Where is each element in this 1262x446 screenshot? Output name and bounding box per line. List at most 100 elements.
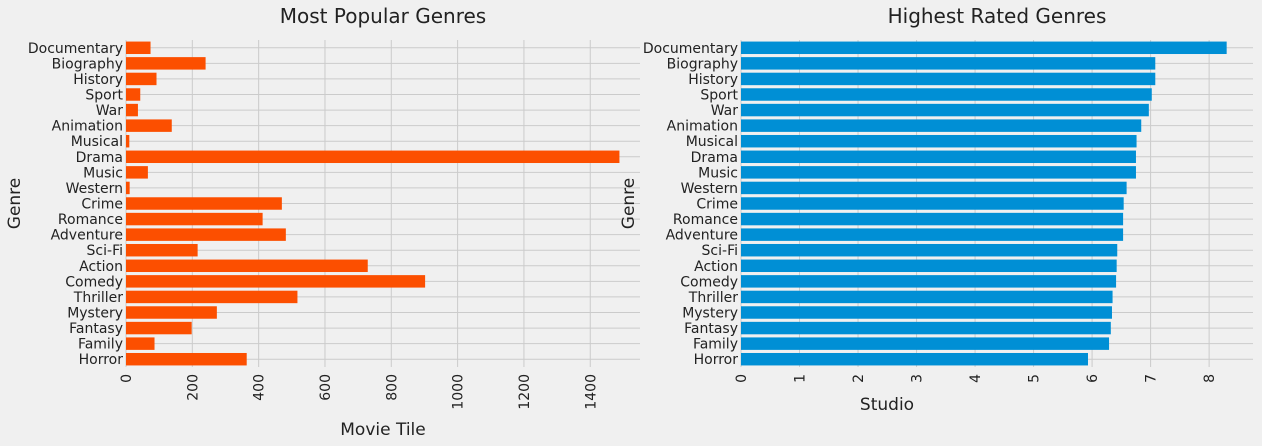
bar-sport [126, 88, 141, 101]
bar-drama [741, 150, 1136, 164]
y-tick-label: Musical [71, 134, 123, 150]
y-tick-label: Comedy [680, 274, 738, 290]
bar-sci-fi [126, 243, 198, 257]
y-tick-label: History [688, 72, 738, 88]
x-tick-label: 0 [734, 374, 750, 383]
y-tick-label: Action [694, 259, 738, 275]
bar-history [741, 72, 1156, 86]
x-tick-label: 4 [968, 374, 984, 383]
y-tick-label: Documentary [28, 41, 123, 57]
y-tick-label: War [96, 103, 124, 119]
bar-romance [741, 212, 1124, 226]
bar-mystery [126, 306, 217, 319]
bar-history [126, 72, 157, 86]
y-tick-label: Sport [700, 88, 738, 104]
y-tick-label: Western [66, 181, 123, 197]
bar-war [741, 103, 1149, 117]
y-tick-label: Horror [79, 352, 124, 368]
y-tick-label: Mystery [67, 306, 123, 322]
y-tick-label: Music [698, 165, 738, 181]
bar-adventure [741, 228, 1124, 241]
y-tick-label: Horror [694, 352, 739, 368]
bar-family [741, 337, 1110, 350]
y-tick-label: Adventure [51, 228, 123, 244]
y-tick-label: Romance [673, 212, 738, 228]
bar-music [126, 166, 148, 179]
bar-action [126, 259, 368, 273]
x-tick-label: 800 [384, 374, 400, 401]
y-tick-label: Action [79, 259, 123, 275]
chart-title: Highest Rated Genres [888, 4, 1107, 28]
y-tick-label: War [711, 103, 739, 119]
y-axis-label: Genre [5, 178, 25, 229]
bar-musical [741, 134, 1137, 148]
bar-thriller [741, 290, 1113, 304]
bar-western [126, 181, 130, 195]
chart-title: Most Popular Genres [280, 4, 486, 28]
y-tick-label: Biography [667, 56, 738, 72]
bar-sci-fi [741, 243, 1118, 257]
bar-music [741, 166, 1136, 179]
bar-animation [741, 119, 1142, 132]
x-tick-label: 8 [1202, 374, 1218, 383]
bar-horror [126, 352, 247, 366]
x-tick-label: 1000 [451, 374, 467, 410]
bar-animation [126, 119, 172, 132]
y-tick-label: Animation [667, 119, 738, 135]
y-tick-label: Musical [686, 134, 738, 150]
bar-mystery [741, 306, 1112, 319]
bar-crime [126, 197, 282, 210]
x-tick-label: 6 [1085, 374, 1101, 383]
x-tick-label: 200 [185, 374, 201, 401]
bar-comedy [741, 275, 1117, 288]
bar-biography [126, 57, 206, 70]
y-tick-label: Western [681, 181, 738, 197]
bar-family [126, 337, 155, 350]
y-tick-label: Adventure [666, 228, 738, 244]
bar-drama [126, 150, 620, 164]
bar-fantasy [741, 321, 1111, 335]
y-tick-label: Sci-Fi [702, 243, 738, 259]
y-tick-label: Thriller [73, 290, 123, 306]
bar-romance [126, 212, 263, 226]
y-tick-label: Crime [81, 197, 123, 213]
x-tick-label: 1200 [517, 374, 533, 410]
bar-action [741, 259, 1117, 273]
bar-crime [741, 197, 1124, 210]
x-tick-label: 1 [793, 374, 809, 383]
x-tick-label: 1400 [583, 374, 599, 410]
y-tick-label: Family [78, 337, 123, 353]
y-tick-label: Fantasy [69, 321, 123, 337]
x-axis-label: Studio [860, 395, 914, 415]
y-tick-label: Music [83, 165, 123, 181]
y-tick-label: Family [693, 337, 738, 353]
y-tick-label: Mystery [682, 306, 738, 322]
y-tick-label: Thriller [688, 290, 738, 306]
bar-documentary [126, 41, 151, 55]
x-tick-label: 0 [119, 374, 135, 383]
x-tick-label: 3 [910, 374, 926, 383]
x-tick-label: 5 [1027, 374, 1043, 383]
y-tick-label: Sci-Fi [87, 243, 123, 259]
y-tick-label: Drama [76, 150, 123, 166]
y-tick-label: Animation [52, 119, 123, 135]
y-tick-label: Romance [58, 212, 123, 228]
y-axis-label: Genre [619, 178, 639, 229]
bar-musical [126, 134, 130, 148]
bar-war [126, 103, 138, 117]
x-tick-label: 7 [1144, 374, 1160, 383]
bar-fantasy [126, 321, 192, 335]
x-axis-label: Movie Tile [340, 420, 425, 440]
bar-biography [741, 57, 1156, 70]
bar-comedy [126, 275, 426, 288]
y-tick-label: History [73, 72, 123, 88]
bar-documentary [741, 41, 1227, 55]
bar-adventure [126, 228, 286, 241]
chart-most-popular-genres: DocumentaryBiographyHistorySportWarAnima… [5, 4, 640, 440]
y-tick-label: Biography [52, 56, 123, 72]
y-tick-label: Documentary [643, 41, 738, 57]
bar-sport [741, 88, 1152, 101]
x-tick-label: 600 [318, 374, 334, 401]
x-tick-label: 400 [252, 374, 268, 401]
